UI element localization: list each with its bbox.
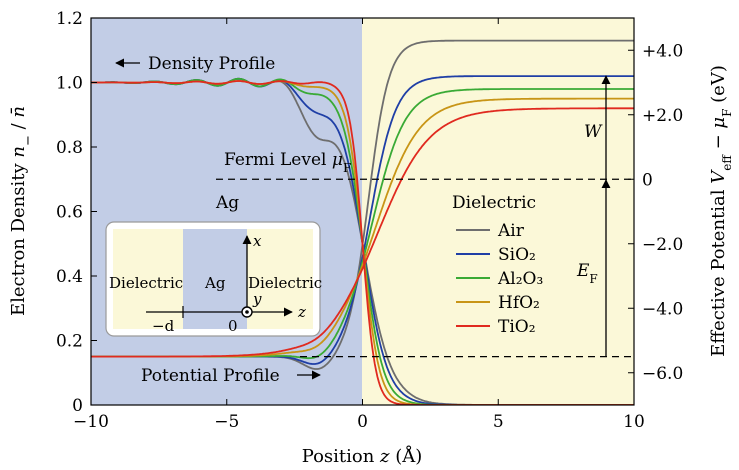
density-profile-label: Density Profile: [148, 54, 275, 74]
y-axis-label-right: Effective Potential Veff − μF (eV): [708, 65, 734, 357]
y-left-tick-label: 0: [72, 396, 83, 416]
y-left-tick-label: 0.8: [56, 138, 83, 158]
inset-left-label: Dielectric: [109, 274, 183, 292]
potential-curve-tio2: [91, 107, 634, 358]
x-tick-label: −10: [73, 412, 109, 432]
x-tick-label: 0: [357, 412, 368, 432]
y-right-tick-label: −2.0: [642, 235, 683, 255]
y-right-tick-label: +2.0: [642, 106, 683, 126]
inset-middle-label: Ag: [204, 274, 226, 292]
legend-label-al2o3: Al₂O₃: [497, 269, 543, 289]
inset-y-axis-dot: [245, 310, 249, 314]
series-layer: [91, 39, 634, 405]
y-axis-label-left: Electron Density n− / n̄: [8, 106, 36, 316]
legend-label-air: Air: [497, 221, 525, 241]
y-left-tick-label: 1.2: [56, 9, 83, 29]
tick-layer: −10 −5 0 5 10 0 0.2 0.4 0.6 0.8 1.0 1.2 −6.0 −4.0 −2.0…: [56, 9, 683, 432]
inset-x-label: x: [253, 232, 262, 250]
x-tick-label: 10: [623, 412, 645, 432]
density-curve-tio2: [91, 80, 634, 405]
potential-profile-label: Potential Profile: [141, 366, 280, 386]
legend: Dielectric Air SiO₂ Al₂O₃ HfO₂ TiO₂: [452, 193, 543, 337]
metal-label: Ag: [215, 193, 239, 213]
y-left-tick-label: 0.4: [56, 267, 83, 287]
legend-label-sio2: SiO₂: [498, 245, 536, 265]
x-axis-label: Position z (Å): [302, 445, 423, 467]
inset-y-label: y: [252, 290, 262, 308]
inset-minus-d-label: −d: [152, 317, 175, 335]
work-function-label: W: [584, 122, 603, 142]
y-right-tick-label: 0: [642, 170, 653, 190]
y-left-tick-label: 1.0: [56, 74, 83, 94]
y-left-tick-label: 0.6: [56, 203, 83, 223]
inset-z-label: z: [297, 303, 306, 321]
inset-zero-label: 0: [228, 317, 238, 335]
legend-label-hfo2: HfO₂: [498, 293, 540, 313]
y-right-tick-label: −6.0: [642, 364, 683, 384]
inset: Dielectric Ag Dielectric z x y −d 0: [105, 221, 322, 337]
region-dielectric: [362, 18, 634, 405]
x-tick-label: 5: [493, 412, 504, 432]
y-left-tick-label: 0.2: [56, 332, 83, 352]
x-tick-label: −5: [214, 412, 239, 432]
legend-label-tio2: TiO₂: [498, 317, 536, 337]
legend-title: Dielectric: [452, 193, 536, 213]
y-right-tick-label: −4.0: [642, 299, 683, 319]
y-right-tick-label: +4.0: [642, 41, 683, 61]
fermi-energy-label: EF: [576, 261, 598, 286]
inset-right-label: Dielectric: [248, 274, 322, 292]
